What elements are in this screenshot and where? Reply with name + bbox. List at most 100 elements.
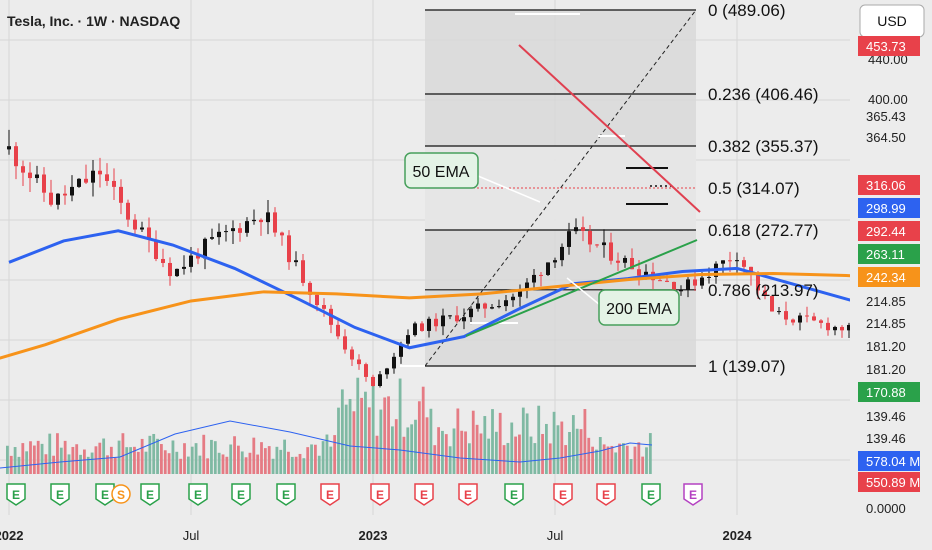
volume-bar <box>109 446 113 474</box>
event-marker-shape <box>458 483 478 506</box>
x-tick-label: 2023 <box>359 528 388 543</box>
volume-bar <box>179 458 183 474</box>
candle-body <box>245 221 249 233</box>
candle-body <box>441 315 445 327</box>
price-tag-bg <box>858 36 920 56</box>
candle-body <box>7 146 11 150</box>
candle-body <box>70 186 74 196</box>
volume-bar <box>387 396 390 474</box>
x-tick-label: 2024 <box>723 528 753 543</box>
volume-bar <box>618 443 621 474</box>
candle-body <box>455 315 459 322</box>
price-tag-label: 316.06 <box>866 178 906 193</box>
volume-bar <box>356 377 360 474</box>
volume-bar <box>67 454 71 474</box>
volume-bar <box>340 389 344 474</box>
candle-body <box>735 260 739 262</box>
event-marker-label: E <box>559 488 567 502</box>
candle-body <box>644 271 648 276</box>
volume-bar <box>575 428 579 474</box>
candle-body <box>749 266 753 275</box>
volume-bar <box>421 386 425 474</box>
volume-bar <box>325 434 329 474</box>
volume-bar <box>186 456 190 474</box>
volume-bar <box>113 457 117 474</box>
candle-body <box>175 268 179 277</box>
candle-body <box>756 274 760 291</box>
volume-bar <box>221 454 225 474</box>
candle-body <box>427 318 431 331</box>
callout-box-ema50 <box>404 152 479 189</box>
volume-bar <box>275 446 279 474</box>
volume-bar <box>625 445 629 474</box>
candle-body <box>483 303 487 309</box>
volume-bar <box>545 423 548 474</box>
candle-body <box>217 231 221 238</box>
volume-bar <box>506 442 510 474</box>
price-tag-label: 170.88 <box>866 385 906 400</box>
candle-body <box>350 349 354 360</box>
volume-bar <box>83 449 86 474</box>
volume-bar <box>183 443 186 474</box>
candle-body <box>574 227 578 232</box>
volume-bar <box>256 454 260 474</box>
candle-body <box>616 260 620 263</box>
volume-bar <box>213 441 217 474</box>
x-axis: 2022Jul2023Jul2024Jul2025Jul2026Jul <box>0 515 927 550</box>
volume-bar <box>329 446 333 474</box>
callouts: 50 EMA 200 EMA <box>404 152 680 326</box>
event-marker-shape <box>6 483 26 506</box>
candle-body <box>497 306 501 308</box>
volume-bar <box>163 450 167 474</box>
fib-label-0: 0 (489.06) <box>708 1 786 20</box>
candle-body <box>49 192 53 205</box>
event-marker-label: S <box>117 488 125 502</box>
candle-body <box>294 260 298 263</box>
volume-bar <box>321 441 325 474</box>
volume-bar <box>564 445 568 474</box>
candle-body <box>273 212 277 233</box>
volume-bar <box>391 426 394 474</box>
volume-bar <box>267 446 271 474</box>
volume-bar <box>90 452 94 474</box>
volume-bar <box>375 435 379 474</box>
event-marker-label: E <box>689 488 697 502</box>
candle-body <box>518 289 522 297</box>
event-marker-label: E <box>602 488 610 502</box>
callout-leader <box>566 277 601 306</box>
y-tick-label: 400.00 <box>868 92 908 107</box>
volume-bar <box>79 454 82 474</box>
volume-bar <box>263 448 267 474</box>
volume-bar <box>287 451 290 474</box>
volume-bar <box>367 407 371 474</box>
candle-body <box>770 296 774 312</box>
price-tag-label: 364.50 <box>866 130 906 145</box>
candle-body <box>161 258 165 263</box>
volume-bar <box>36 440 40 474</box>
volume-ma-line <box>0 420 653 469</box>
candle-body <box>672 281 676 292</box>
candle-body <box>637 269 641 276</box>
volume-bar <box>86 456 90 474</box>
volume-bar <box>494 431 498 474</box>
fib-diagonal <box>424 9 697 367</box>
candle-body <box>154 239 158 259</box>
volume-bar <box>521 407 525 474</box>
candle-body <box>63 193 67 196</box>
volume-bar <box>333 435 337 474</box>
volume-bar <box>244 457 248 474</box>
volume-bar <box>337 407 340 474</box>
volume-bar <box>237 445 240 474</box>
candle-body <box>595 244 599 246</box>
volume-bar <box>591 446 594 474</box>
candle-body <box>385 368 389 375</box>
price-tag-label: 214.85 <box>866 294 906 309</box>
event-marker-label: E <box>56 488 64 502</box>
chart-title: Tesla, Inc. · 1W · NASDAQ <box>7 13 180 29</box>
candle-body <box>791 319 795 323</box>
candle-body <box>784 311 788 320</box>
callout-box-ema200 <box>598 289 680 326</box>
candle-body <box>469 308 473 318</box>
